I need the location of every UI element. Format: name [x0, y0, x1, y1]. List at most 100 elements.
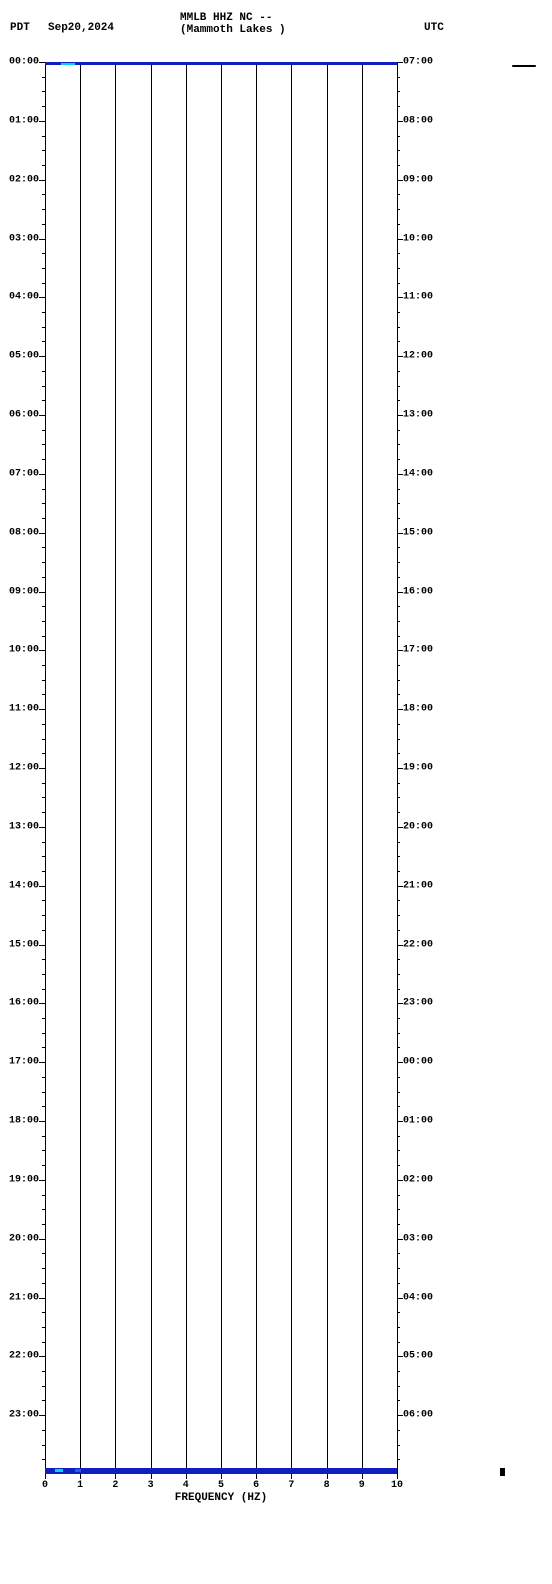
ytick-major-left: [39, 1239, 45, 1240]
ytick-major-left: [39, 356, 45, 357]
ytick-minor-left: [42, 812, 45, 813]
ytick-minor-right: [397, 518, 400, 519]
ytick-minor-left: [42, 1386, 45, 1387]
ytick-minor-right: [397, 1371, 400, 1372]
ytick-minor-right: [397, 1283, 400, 1284]
ytick-minor-left: [42, 444, 45, 445]
ytick-minor-left: [42, 783, 45, 784]
ylabel-right: 18:00: [403, 704, 433, 715]
xtick: [186, 1474, 187, 1479]
ylabel-left: 06:00: [9, 410, 39, 421]
ylabel-right: 19:00: [403, 763, 433, 774]
ytick-major-left: [39, 827, 45, 828]
ylabel-left: 04:00: [9, 292, 39, 303]
ylabel-right: 09:00: [403, 174, 433, 185]
ytick-minor-left: [42, 1327, 45, 1328]
ylabel-left: 13:00: [9, 821, 39, 832]
ytick-major-left: [39, 1415, 45, 1416]
ytick-minor-left: [42, 503, 45, 504]
spectrogram-chart: FREQUENCY (HZ) 00:0007:0001:0008:0002:00…: [45, 62, 397, 1474]
ytick-minor-left: [42, 1136, 45, 1137]
ytick-minor-right: [397, 371, 400, 372]
ytick-minor-left: [42, 562, 45, 563]
ylabel-left: 20:00: [9, 1233, 39, 1244]
gridline-vertical: [256, 62, 257, 1474]
ytick-minor-left: [42, 974, 45, 975]
ytick-minor-left: [42, 489, 45, 490]
xtick: [221, 1474, 222, 1479]
ytick-minor-right: [397, 1430, 400, 1431]
ytick-minor-left: [42, 224, 45, 225]
ytick-major-left: [39, 62, 45, 63]
xlabel: 2: [112, 1480, 118, 1491]
ytick-minor-left: [42, 606, 45, 607]
ytick-major-left: [39, 239, 45, 240]
ytick-minor-right: [397, 327, 400, 328]
ytick-minor-left: [42, 739, 45, 740]
ytick-minor-left: [42, 194, 45, 195]
ytick-minor-right: [397, 1312, 400, 1313]
ytick-minor-right: [397, 1165, 400, 1166]
xtick: [397, 1474, 398, 1479]
ylabel-right: 22:00: [403, 939, 433, 950]
ytick-minor-right: [397, 459, 400, 460]
ytick-major-left: [39, 474, 45, 475]
ylabel-left: 14:00: [9, 880, 39, 891]
ytick-minor-left: [42, 577, 45, 578]
ytick-minor-right: [397, 694, 400, 695]
xtick: [115, 1474, 116, 1479]
xlabel: 0: [42, 1480, 48, 1491]
ytick-minor-right: [397, 150, 400, 151]
ylabel-left: 08:00: [9, 527, 39, 538]
ytick-minor-left: [42, 1018, 45, 1019]
ytick-minor-left: [42, 430, 45, 431]
ylabel-left: 00:00: [9, 57, 39, 68]
ylabel-right: 21:00: [403, 880, 433, 891]
data-stripe-bottom-highlight2: [75, 1469, 81, 1472]
ytick-minor-left: [42, 680, 45, 681]
ylabel-right: 17:00: [403, 645, 433, 656]
ylabel-right: 05:00: [403, 1351, 433, 1362]
ytick-minor-right: [397, 636, 400, 637]
ytick-minor-right: [397, 1092, 400, 1093]
ytick-major-left: [39, 1062, 45, 1063]
ytick-minor-left: [42, 106, 45, 107]
ytick-minor-right: [397, 1033, 400, 1034]
ytick-minor-right: [397, 91, 400, 92]
ytick-minor-right: [397, 1445, 400, 1446]
ytick-minor-left: [42, 1077, 45, 1078]
ytick-minor-left: [42, 1209, 45, 1210]
ytick-minor-left: [42, 871, 45, 872]
ytick-minor-right: [397, 283, 400, 284]
ytick-minor-right: [397, 842, 400, 843]
ytick-major-left: [39, 1003, 45, 1004]
ytick-minor-right: [397, 1195, 400, 1196]
ytick-minor-left: [42, 989, 45, 990]
ytick-minor-left: [42, 1033, 45, 1034]
ytick-minor-right: [397, 1077, 400, 1078]
ytick-minor-left: [42, 165, 45, 166]
ytick-major-left: [39, 415, 45, 416]
gridline-vertical: [45, 62, 46, 1474]
gridline-vertical: [221, 62, 222, 1474]
ytick-minor-right: [397, 1018, 400, 1019]
ylabel-left: 12:00: [9, 763, 39, 774]
ytick-minor-left: [42, 371, 45, 372]
ylabel-right: 07:00: [403, 57, 433, 68]
ytick-minor-left: [42, 665, 45, 666]
ytick-major-left: [39, 180, 45, 181]
ylabel-left: 21:00: [9, 1292, 39, 1303]
station-title-line2: (Mammoth Lakes ): [180, 24, 286, 36]
ytick-minor-left: [42, 1195, 45, 1196]
ytick-minor-right: [397, 989, 400, 990]
ytick-minor-left: [42, 694, 45, 695]
ytick-minor-right: [397, 724, 400, 725]
ytick-minor-right: [397, 489, 400, 490]
legend-mark-icon: [500, 1468, 505, 1476]
ytick-major-left: [39, 945, 45, 946]
ytick-minor-right: [397, 341, 400, 342]
ytick-minor-left: [42, 327, 45, 328]
gridline-vertical: [291, 62, 292, 1474]
xlabel: 5: [218, 1480, 224, 1491]
ytick-minor-left: [42, 1342, 45, 1343]
